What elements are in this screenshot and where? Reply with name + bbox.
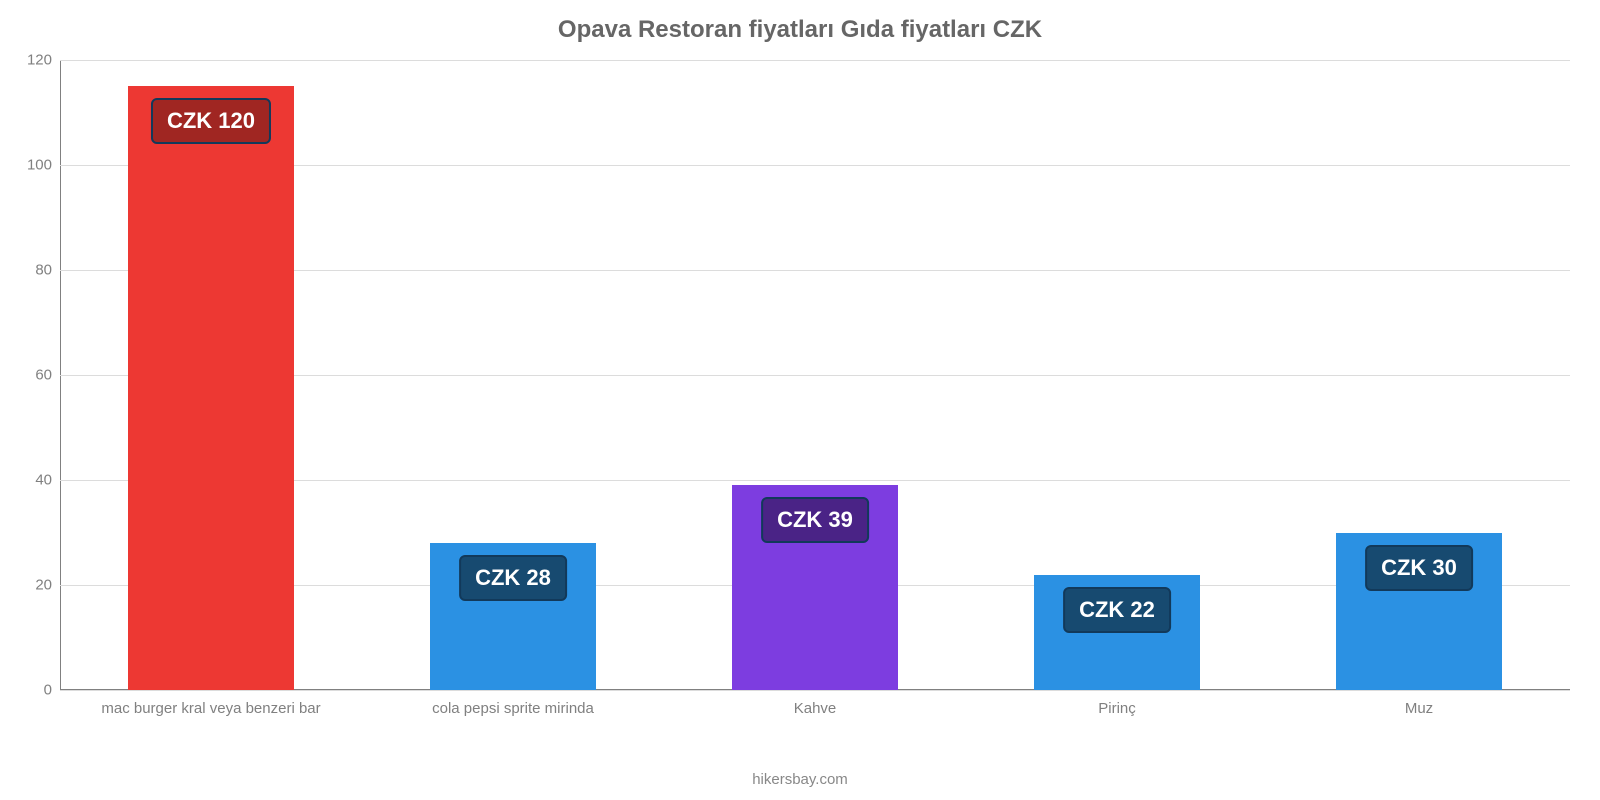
- data-label-badge: CZK 39: [761, 497, 869, 543]
- x-tick-label: Muz: [1268, 700, 1570, 717]
- data-label-badge: CZK 120: [151, 98, 271, 144]
- y-tick-label: 100: [12, 157, 52, 174]
- bar: [128, 86, 294, 690]
- chart-caption: hikersbay.com: [0, 771, 1600, 788]
- bar-group: CZK 39Kahve: [664, 60, 966, 690]
- data-label-badge: CZK 30: [1365, 545, 1473, 591]
- data-label-badge: CZK 22: [1063, 587, 1171, 633]
- y-tick-label: 80: [12, 262, 52, 279]
- data-label-badge: CZK 28: [459, 555, 567, 601]
- x-tick-label: Kahve: [664, 700, 966, 717]
- plot-area: 020406080100120CZK 120mac burger kral ve…: [60, 60, 1570, 690]
- y-tick-label: 60: [12, 367, 52, 384]
- y-tick-label: 120: [12, 52, 52, 69]
- chart-title: Opava Restoran fiyatları Gıda fiyatları …: [0, 0, 1600, 44]
- bar-group: CZK 22Pirinç: [966, 60, 1268, 690]
- y-tick-label: 20: [12, 577, 52, 594]
- x-tick-label: mac burger kral veya benzeri bar: [60, 700, 362, 717]
- x-tick-label: cola pepsi sprite mirinda: [362, 700, 664, 717]
- bar-group: CZK 120mac burger kral veya benzeri bar: [60, 60, 362, 690]
- bar-group: CZK 30Muz: [1268, 60, 1570, 690]
- y-tick-label: 0: [12, 682, 52, 699]
- y-tick-label: 40: [12, 472, 52, 489]
- x-tick-label: Pirinç: [966, 700, 1268, 717]
- gridline: [60, 690, 1570, 691]
- bar-group: CZK 28cola pepsi sprite mirinda: [362, 60, 664, 690]
- price-bar-chart: Opava Restoran fiyatları Gıda fiyatları …: [0, 0, 1600, 800]
